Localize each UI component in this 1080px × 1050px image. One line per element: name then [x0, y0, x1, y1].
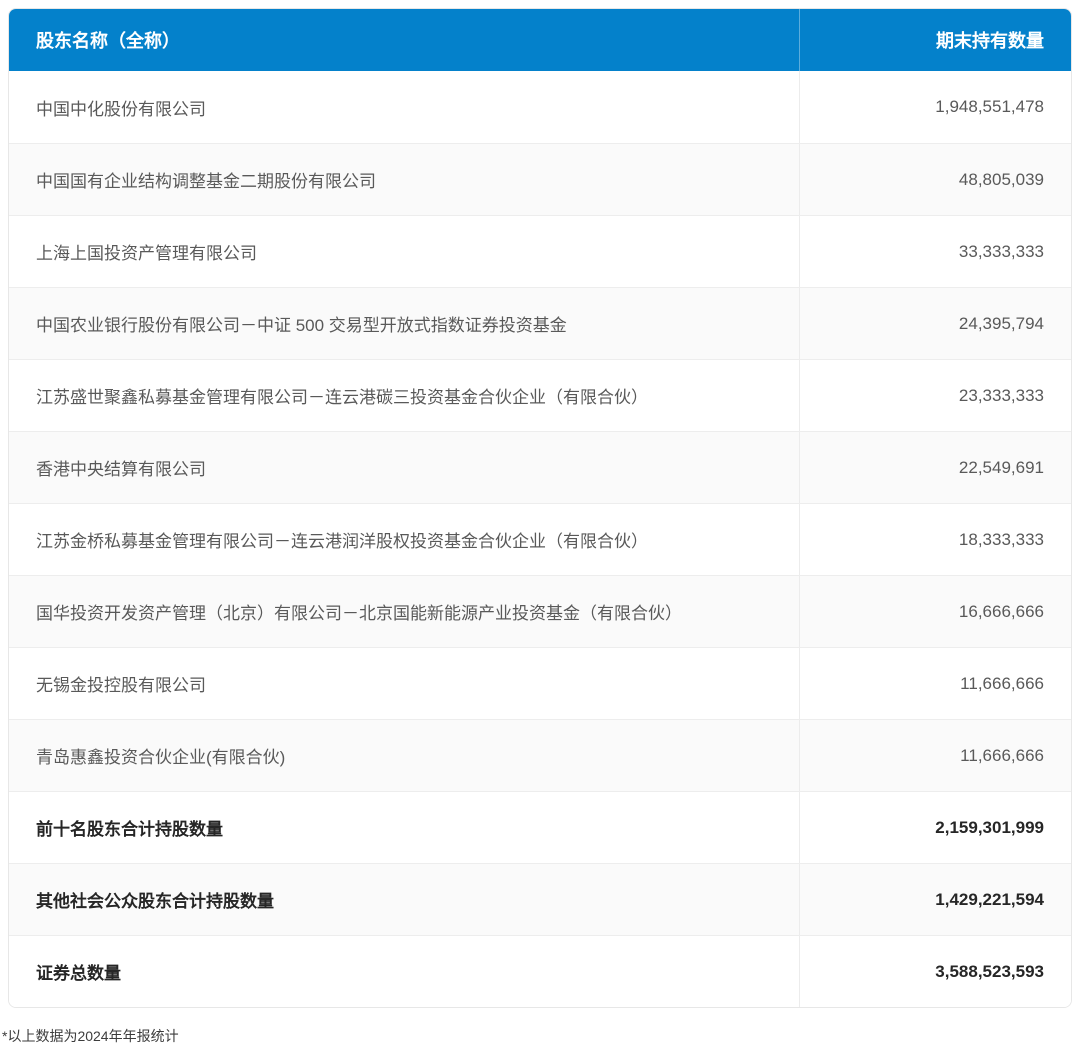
summary-row-other-public-total: 其他社会公众股东合计持股数量 1,429,221,594: [9, 863, 1071, 935]
summary-value-cell: 1,429,221,594: [799, 864, 1071, 935]
holding-amount-cell: 23,333,333: [799, 360, 1071, 431]
table-row: 香港中央结算有限公司 22,549,691: [9, 431, 1071, 503]
footnote: *以上数据为2024年年报统计: [2, 1028, 179, 1044]
table-row: 国华投资开发资产管理（北京）有限公司－北京国能新能源产业投资基金（有限合伙） 1…: [9, 575, 1071, 647]
shareholder-name-cell: 中国中化股份有限公司: [36, 99, 206, 119]
summary-row-top-ten-total: 前十名股东合计持股数量 2,159,301,999: [9, 791, 1071, 863]
table-row: 江苏盛世聚鑫私募基金管理有限公司－连云港碳三投资基金合伙企业（有限合伙） 23,…: [9, 359, 1071, 431]
holding-amount-cell: 18,333,333: [799, 504, 1071, 575]
table-row: 中国中化股份有限公司 1,948,551,478: [9, 71, 1071, 143]
holding-amount-cell: 11,666,666: [799, 648, 1071, 719]
summary-value-cell: 2,159,301,999: [799, 792, 1071, 863]
shareholder-name-cell: 上海上国投资产管理有限公司: [36, 244, 257, 263]
shareholder-name-cell: 国华投资开发资产管理（北京）有限公司－北京国能新能源产业投资基金（有限合伙）: [36, 604, 682, 623]
holding-amount-cell: 11,666,666: [799, 720, 1071, 791]
shareholder-name-cell: 香港中央结算有限公司: [36, 460, 206, 479]
summary-label-cell: 证券总数量: [36, 964, 121, 983]
table-row: 江苏金桥私募基金管理有限公司－连云港润洋股权投资基金合伙企业（有限合伙） 18,…: [9, 503, 1071, 575]
table-row: 上海上国投资产管理有限公司 33,333,333: [9, 215, 1071, 287]
shareholder-name-cell: 青岛惠鑫投资合伙企业(有限合伙): [36, 748, 286, 767]
summary-label-cell: 前十名股东合计持股数量: [36, 820, 223, 839]
table-row: 青岛惠鑫投资合伙企业(有限合伙) 11,666,666: [9, 719, 1071, 791]
holding-amount-cell: 1,948,551,478: [799, 71, 1071, 143]
table-header-row: 股东名称（全称） 期末持有数量: [9, 9, 1071, 71]
holding-amount-cell: 33,333,333: [799, 216, 1071, 287]
holding-amount-cell: 24,395,794: [799, 288, 1071, 359]
shareholder-name-cell: 江苏盛世聚鑫私募基金管理有限公司－连云港碳三投资基金合伙企业（有限合伙）: [36, 388, 648, 407]
summary-value-cell: 3,588,523,593: [799, 936, 1071, 1007]
shareholder-name-cell: 中国国有企业结构调整基金二期股份有限公司: [36, 172, 376, 191]
table-row: 中国国有企业结构调整基金二期股份有限公司 48,805,039: [9, 143, 1071, 215]
shareholder-name-cell: 无锡金投控股有限公司: [36, 676, 206, 695]
shareholders-table-card: 股东名称（全称） 期末持有数量 中国中化股份有限公司 1,948,551,478…: [8, 8, 1072, 1008]
table-row: 中国农业银行股份有限公司－中证 500 交易型开放式指数证券投资基金 24,39…: [9, 287, 1071, 359]
holding-amount-cell: 16,666,666: [799, 576, 1071, 647]
shareholder-name-cell: 江苏金桥私募基金管理有限公司－连云港润洋股权投资基金合伙企业（有限合伙）: [36, 532, 648, 551]
shareholder-name-cell: 中国农业银行股份有限公司－中证 500 交易型开放式指数证券投资基金: [36, 316, 567, 335]
column-header-shareholder-name: 股东名称（全称）: [36, 31, 180, 51]
holding-amount-cell: 48,805,039: [799, 144, 1071, 215]
summary-row-securities-total: 证券总数量 3,588,523,593: [9, 935, 1071, 1007]
table-row: 无锡金投控股有限公司 11,666,666: [9, 647, 1071, 719]
table-body: 中国中化股份有限公司 1,948,551,478 中国国有企业结构调整基金二期股…: [9, 71, 1071, 1007]
summary-label-cell: 其他社会公众股东合计持股数量: [36, 892, 274, 911]
column-header-holding-amount: 期末持有数量: [799, 9, 1071, 71]
holding-amount-cell: 22,549,691: [799, 432, 1071, 503]
